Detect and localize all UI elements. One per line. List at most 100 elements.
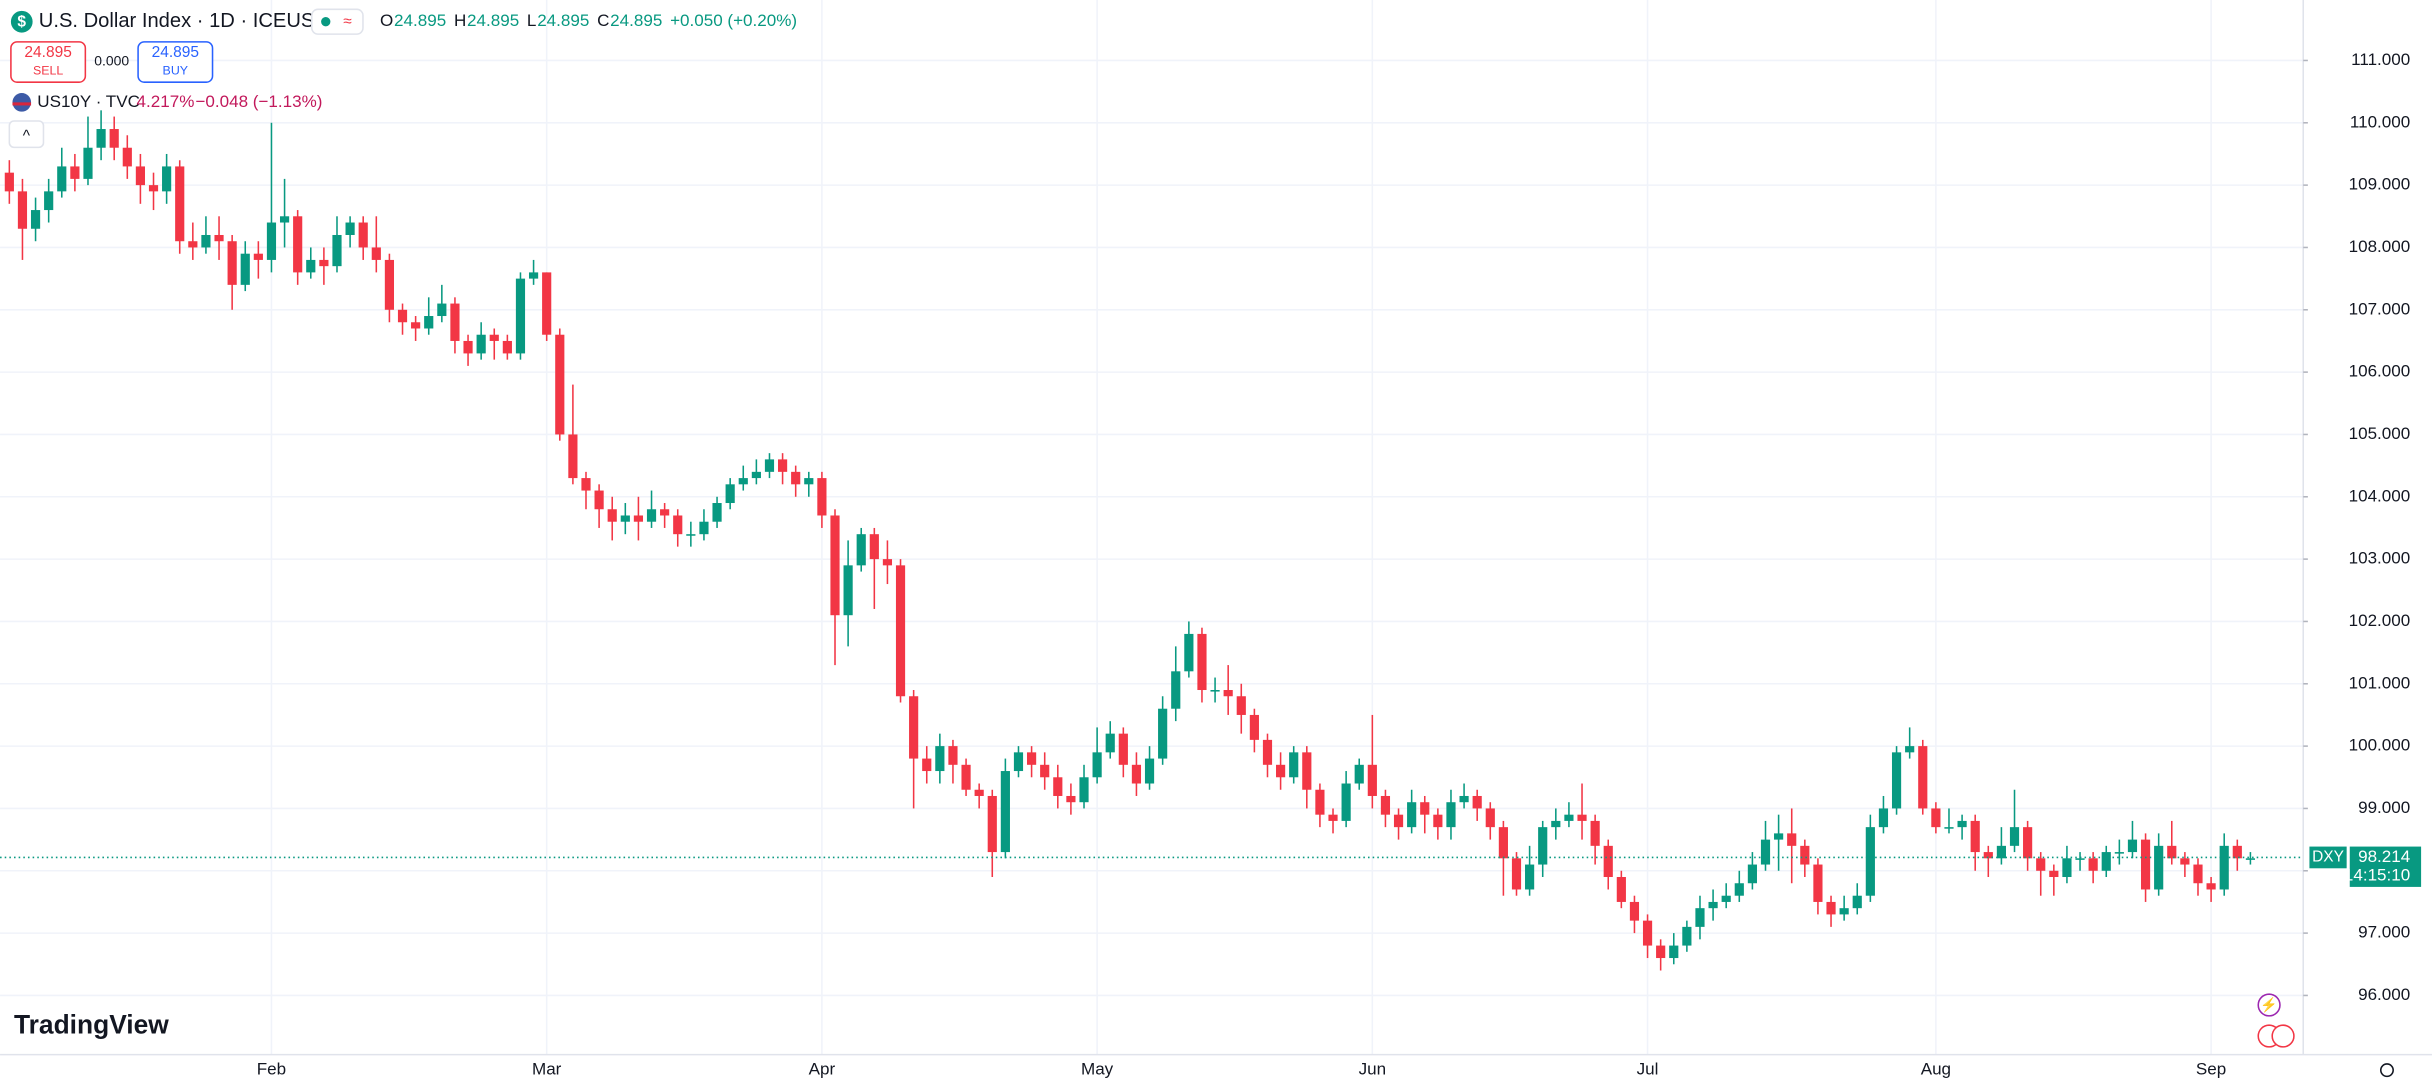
economic-badge[interactable] [2271, 1024, 2295, 1048]
candle-body [1813, 864, 1823, 902]
candle-body [1603, 845, 1613, 878]
candle-body [358, 222, 368, 248]
candle-body [214, 234, 224, 242]
candle-body [1774, 833, 1784, 840]
last-price-tag [2349, 846, 2422, 887]
buy-button[interactable] [137, 41, 214, 83]
candle-body [1013, 752, 1024, 772]
y-tick-label: 100.000 [2349, 736, 2411, 755]
candle-body [1197, 633, 1207, 691]
candle-body [2245, 858, 2256, 860]
time-axis: Feb Mar Apr May Jun Jul Aug Sep [257, 1060, 2226, 1079]
candle-body [57, 166, 67, 192]
candle-body [424, 316, 434, 329]
candle-body [345, 222, 355, 235]
candle-body [175, 166, 185, 242]
candle-body [2206, 883, 2216, 890]
candle-body [1564, 814, 1574, 821]
candle-body [699, 521, 709, 535]
ohlc-value: 24.895 [537, 11, 589, 30]
candle-body [397, 309, 408, 323]
x-tick-label: Jun [1359, 1060, 1387, 1079]
candle-body [581, 478, 591, 491]
status-wave: ≈ [343, 13, 352, 30]
candle-body [1393, 814, 1404, 828]
candle-body [1367, 764, 1377, 796]
candle-body [686, 534, 696, 536]
candle-body [1328, 814, 1338, 821]
candle-body [1852, 895, 1862, 909]
candle-body [1878, 808, 1889, 828]
x-tick-label: May [1081, 1060, 1114, 1079]
candle-body [895, 565, 906, 697]
compare-symbol[interactable]: US10Y · TVC [37, 92, 140, 111]
candle-body [96, 129, 106, 148]
candle-body [4, 172, 14, 192]
candle-body [2219, 845, 2229, 890]
candle-body [70, 166, 80, 179]
ohlc-value: 24.895 [467, 11, 519, 30]
symbol-title[interactable]: U.S. Dollar Index · 1D · ICEUS [39, 10, 315, 32]
x-tick-label: Mar [532, 1060, 562, 1079]
candle-body [1131, 764, 1142, 784]
candle-body [1485, 808, 1495, 828]
candle-body [1040, 764, 1050, 778]
y-tick-label: 110.000 [2350, 112, 2410, 131]
candle-body [1498, 827, 1508, 859]
candle-body [162, 166, 172, 192]
candle-body [751, 471, 761, 479]
y-tick-label: 99.000 [2358, 798, 2410, 817]
candle-body [2127, 839, 2138, 853]
market-status[interactable] [311, 8, 364, 35]
candle-body [1891, 752, 1902, 809]
candle-body [1472, 795, 1482, 809]
candle-body [738, 478, 748, 485]
symbol-tag-text: DXY [2312, 849, 2344, 866]
compare-change: −0.048 (−1.13%) [195, 92, 322, 111]
candle-body [935, 746, 945, 772]
candle-body [712, 503, 722, 522]
candle-body [817, 478, 827, 516]
candle-body [1158, 708, 1168, 759]
candle-body [1682, 926, 1692, 946]
candle-body [1865, 827, 1875, 896]
candle-body [764, 459, 775, 472]
buy-label: BUY [163, 64, 188, 78]
last-price-label: 98.214 [2358, 847, 2410, 866]
ohlc-key: H [454, 11, 466, 30]
candle-body [882, 559, 893, 566]
candle-body [2036, 858, 2046, 871]
countdown: 14:15:10 [2344, 866, 2410, 885]
compare-flag-stripe [12, 102, 32, 106]
candle-body [725, 484, 735, 504]
symbol-tag [2309, 846, 2347, 869]
ohlc-change: +0.050 (+0.20%) [670, 11, 797, 30]
candle-body [1420, 802, 1430, 815]
ohlc-key: C [597, 11, 609, 30]
sell-button[interactable] [10, 41, 87, 83]
candle-body [1000, 771, 1010, 853]
settings-icon[interactable] [2379, 1063, 2394, 1078]
symbol-icon [10, 10, 33, 33]
candle-body [528, 272, 539, 279]
candle-body [1669, 945, 1679, 959]
candle-body [1590, 820, 1600, 846]
logo[interactable]: TradingView [14, 1010, 169, 1040]
candle-body [2114, 852, 2124, 854]
candle-body [594, 490, 604, 510]
collapse-button[interactable] [8, 120, 45, 149]
candle-body [1839, 908, 1849, 915]
candle-body [240, 253, 250, 285]
candle-body [83, 147, 93, 179]
candle-body [909, 696, 919, 759]
y-tick-label: 103.000 [2349, 549, 2411, 568]
candle-body [2075, 858, 2085, 860]
event-badge[interactable] [2257, 993, 2281, 1017]
candle-body [856, 534, 866, 566]
y-tick-label: 96.000 [2358, 985, 2410, 1004]
candle-body [384, 259, 395, 310]
candle-body [266, 222, 277, 260]
candle-body [1249, 714, 1259, 740]
candle-body [1760, 839, 1771, 865]
